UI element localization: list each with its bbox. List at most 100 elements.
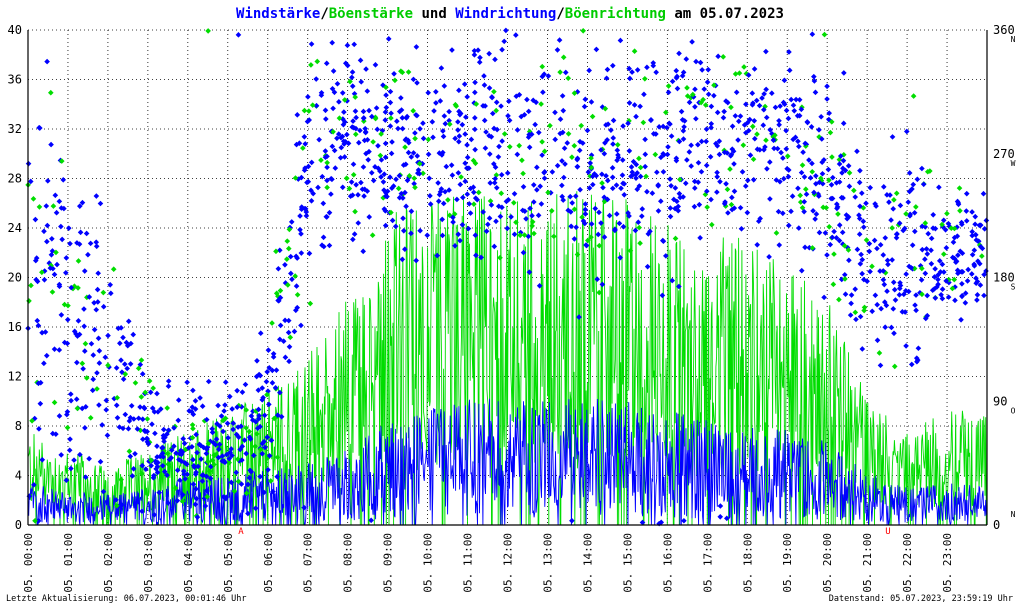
gust-direction-point [640,119,647,126]
wind-direction-point [974,278,981,285]
gust-direction-point [300,145,306,151]
wind-direction-point [471,100,477,106]
wind-direction-point [549,169,556,175]
gust-direction-point [372,115,379,122]
wind-direction-point [324,164,330,171]
y-tick-label: 4 [15,469,22,483]
wind-direction-point [641,91,647,98]
wind-direction-point [495,203,502,210]
wind-direction-point [676,283,682,290]
wind-direction-point [969,251,976,258]
wind-direction-point [265,347,272,353]
gust-direction-point [720,54,727,60]
wind-direction-point [567,193,574,200]
wind-direction-point [171,425,177,431]
wind-direction-point [129,473,136,479]
wind-direction-point [821,294,827,301]
wind-direction-point [584,127,591,134]
wind-direction-point [294,255,301,261]
wind-direction-point [361,137,368,144]
wind-direction-point [282,354,289,361]
wind-direction-point [470,189,477,196]
wind-direction-point [744,209,751,216]
wind-direction-point [806,157,812,163]
wind-direction-point [102,354,109,361]
wind-direction-point [975,238,982,244]
gust-direction-point [287,334,294,341]
gust-direction-point [910,93,917,99]
wind-direction-point [203,416,210,423]
wind-direction-point [413,112,419,118]
wind-direction-point [446,117,452,124]
wind-direction-point [845,163,852,169]
wind-direction-point [701,86,708,92]
wind-direction-point [574,163,581,170]
wind-direction-point [785,222,792,229]
footer-last-update: Letzte Aktualisierung: 06.07.2023, 00:01… [6,594,247,604]
wind-direction-point [703,126,710,132]
gust-direction-point [446,212,453,219]
wind-direction-point [82,348,88,354]
wind-direction-point [150,474,157,481]
wind-line [27,398,987,526]
gust-direction-point [520,170,526,177]
wind-direction-point [123,339,130,346]
wind-direction-point [928,247,934,254]
wind-direction-point [238,481,245,487]
wind-direction-point [535,212,542,219]
wind-direction-point [134,426,141,432]
wind-direction-point [298,174,305,181]
gust-direction-point [799,162,806,168]
wind-direction-point [257,423,263,430]
wind-direction-point [867,268,873,275]
wind-direction-point [596,209,602,216]
wind-direction-point [866,248,873,255]
wind-direction-point [154,454,160,460]
wind-direction-point [443,163,450,170]
y-tick-label: 32 [8,122,22,136]
wind-direction-point [100,488,107,495]
wind-direction-point [340,138,347,145]
wind-direction-point [877,242,884,248]
wind-direction-point [269,380,276,386]
wind-direction-point [228,446,235,452]
wind-direction-point [364,88,371,94]
wind-direction-point [943,278,949,284]
wind-direction-point [193,495,200,502]
wind-direction-point [455,170,462,176]
wind-direction-point [39,329,45,336]
gust-direction-point [784,153,791,159]
wind-direction-point [282,280,289,286]
wind-direction-point [203,446,210,453]
wind-direction-point [419,161,426,167]
wind-direction-point [489,94,495,101]
wind-direction-point [362,125,368,132]
wind-direction-point [467,210,474,216]
wind-direction-point [599,281,606,288]
wind-direction-point [390,183,397,189]
wind-direction-point [415,159,421,166]
wind-direction-point [152,458,159,465]
wind-direction-point [153,466,159,472]
wind-direction-point [48,141,54,148]
gust-direction-point [226,459,233,466]
wind-direction-point [456,138,462,145]
wind-direction-point [496,143,502,150]
wind-direction-point [554,162,561,169]
y-tick-label: 24 [8,221,22,235]
wind-direction-point [396,172,403,179]
wind-direction-point [164,431,170,437]
wind-direction-point [924,312,931,319]
gust-direction-point [797,199,804,205]
wind-direction-point [481,82,488,88]
gust-direction-point [137,427,144,434]
wind-direction-point [936,184,942,191]
wind-direction-point [257,330,264,336]
wind-direction-point [71,328,78,335]
wind-direction-point [351,41,358,48]
wind-direction-point [440,133,447,140]
wind-direction-point [246,475,253,481]
gust-direction-point [754,131,760,137]
wind-direction-point [742,183,749,189]
gust-direction-point [893,190,900,197]
